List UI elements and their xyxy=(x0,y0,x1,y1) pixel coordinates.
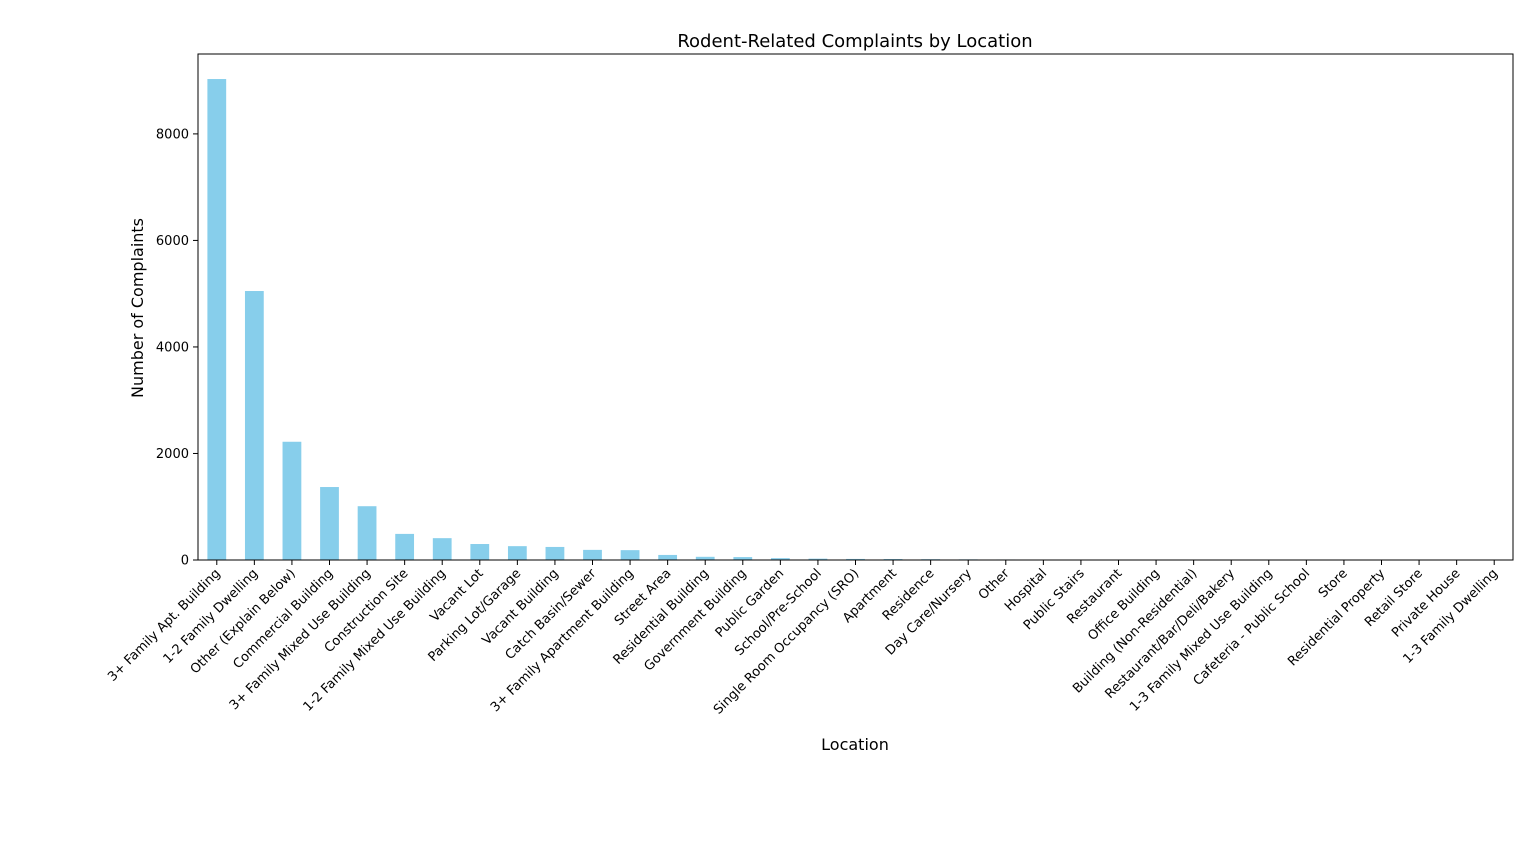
bar-5 xyxy=(395,533,415,560)
bar-8 xyxy=(507,546,527,560)
bar-2 xyxy=(282,441,302,560)
bar-15 xyxy=(770,558,790,560)
y-tick-label-4: 8000 xyxy=(156,127,189,142)
y-tick-label-1: 2000 xyxy=(156,447,189,462)
y-tick-label-2: 4000 xyxy=(156,340,189,355)
plot-frame xyxy=(197,53,1514,561)
bar-4 xyxy=(357,506,377,560)
bar-13 xyxy=(695,556,715,560)
bar-6 xyxy=(432,538,452,560)
y-tick-label-0: 0 xyxy=(181,554,189,569)
chart-title: Rodent-Related Complaints by Location xyxy=(677,31,1032,52)
bar-14 xyxy=(733,557,753,560)
y-axis-label: Number of Complaints xyxy=(128,218,147,398)
bar-10 xyxy=(583,549,602,560)
bar-11 xyxy=(620,550,640,560)
y-axis: 0 2000 4000 6000 8000 xyxy=(156,127,198,569)
bar-16 xyxy=(808,558,828,560)
bar-7 xyxy=(470,544,490,560)
bar-9 xyxy=(545,546,565,560)
bar-1 xyxy=(244,291,264,560)
bars-group xyxy=(207,79,1504,560)
bar-12 xyxy=(658,554,678,560)
x-axis-label: Location xyxy=(821,735,889,754)
bar-17 xyxy=(846,558,865,560)
x-tick-label-30: Store xyxy=(1316,566,1351,601)
y-tick-label-3: 6000 xyxy=(156,234,189,249)
bar-3 xyxy=(320,487,339,560)
bar-0 xyxy=(207,79,227,560)
